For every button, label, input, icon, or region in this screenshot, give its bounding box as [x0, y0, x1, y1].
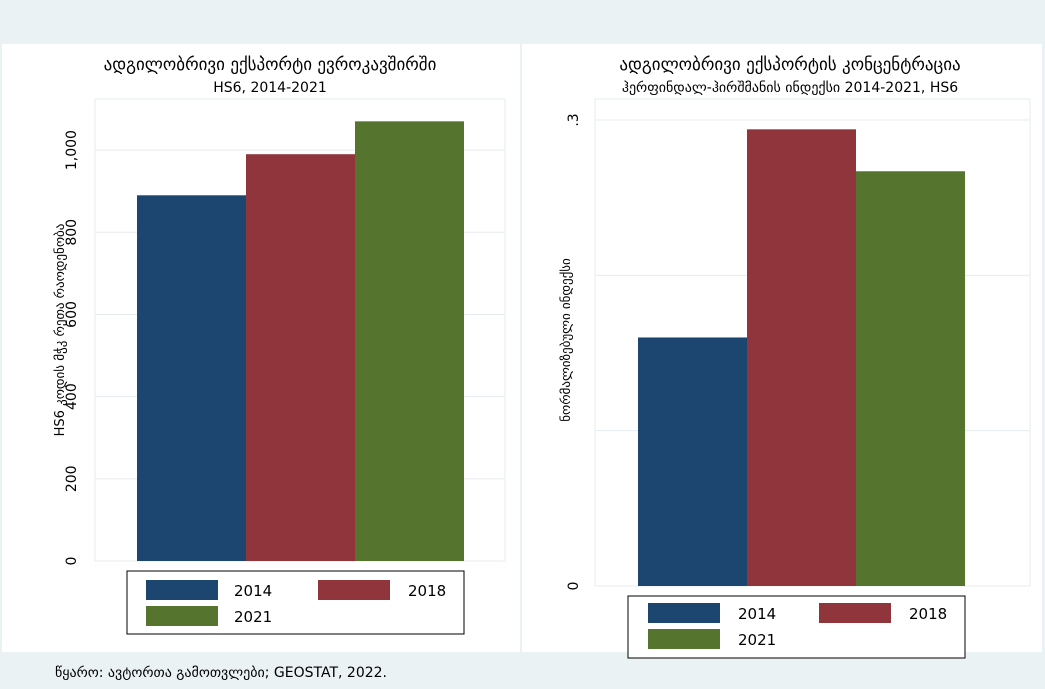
left-y-tick-label: 800 [64, 219, 80, 246]
left-legend-label-2014: 2014 [234, 582, 272, 600]
left-y-tick-label: 400 [64, 383, 80, 410]
right-chart-subtitle: ჰერფინდალ-ჰირშმანის ინდექსი 2014-2021, H… [622, 79, 958, 96]
right-legend-label-2014: 2014 [738, 605, 776, 623]
left-chart-title: ადგილობრივი ექსპორტი ევროკავშირში [104, 55, 437, 75]
right-y-tick-label: .3 [566, 113, 582, 126]
left-y-tick-label: 600 [64, 301, 80, 328]
right-y-tick-labels: 0.3 [566, 113, 582, 590]
source-note: წყარო: ავტორთა გამოთვლები; GEOSTAT, 2022… [55, 664, 387, 681]
right-bar-2018 [747, 129, 856, 586]
left-legend-swatch-2014 [146, 580, 218, 600]
left-legend-label-2018: 2018 [408, 582, 446, 600]
right-y-tick-label: 0 [566, 582, 582, 591]
left-y-tick-label: 0 [64, 557, 80, 566]
left-bar-2014 [137, 195, 246, 562]
right-y-axis-title: ნორმალიზებული ინდექსი [559, 258, 574, 422]
left-y-tick-label: 1,000 [64, 130, 80, 170]
right-legend-swatch-2014 [648, 603, 720, 623]
right-legend-label-2018: 2018 [909, 605, 947, 623]
right-chart: ადგილობრივი ექსპორტის კონცენტრაცია ჰერფი… [522, 44, 1042, 659]
right-bar-2021 [856, 171, 965, 586]
right-legend-swatch-2018 [819, 603, 891, 623]
left-legend: 2014 2018 2021 [126, 570, 465, 635]
right-bar-2014 [638, 337, 747, 586]
right-bars [638, 129, 965, 586]
left-chart: ადგილობრივი ექსპორტი ევროკავშირში HS6, 2… [2, 44, 520, 652]
left-y-tick-label: 200 [64, 465, 80, 492]
left-chart-subtitle: HS6, 2014-2021 [213, 80, 327, 96]
left-bar-2021 [355, 121, 464, 561]
left-y-tick-labels: 0 200 400 600 800 1,000 [64, 130, 80, 565]
right-chart-title: ადგილობრივი ექსპორტის კონცენტრაცია [619, 55, 960, 75]
left-y-axis-title: HS6 კოდის მჭკ რეთა რაოდენობა [53, 224, 68, 437]
left-legend-swatch-2018 [318, 580, 390, 600]
left-legend-label-2021: 2021 [234, 608, 272, 626]
right-legend-label-2021: 2021 [738, 631, 776, 649]
left-bar-2018 [246, 154, 355, 561]
left-bars [137, 121, 464, 562]
right-legend-swatch-2021 [648, 629, 720, 649]
right-legend: 2014 2018 2021 [627, 595, 966, 659]
left-legend-swatch-2021 [146, 606, 218, 626]
